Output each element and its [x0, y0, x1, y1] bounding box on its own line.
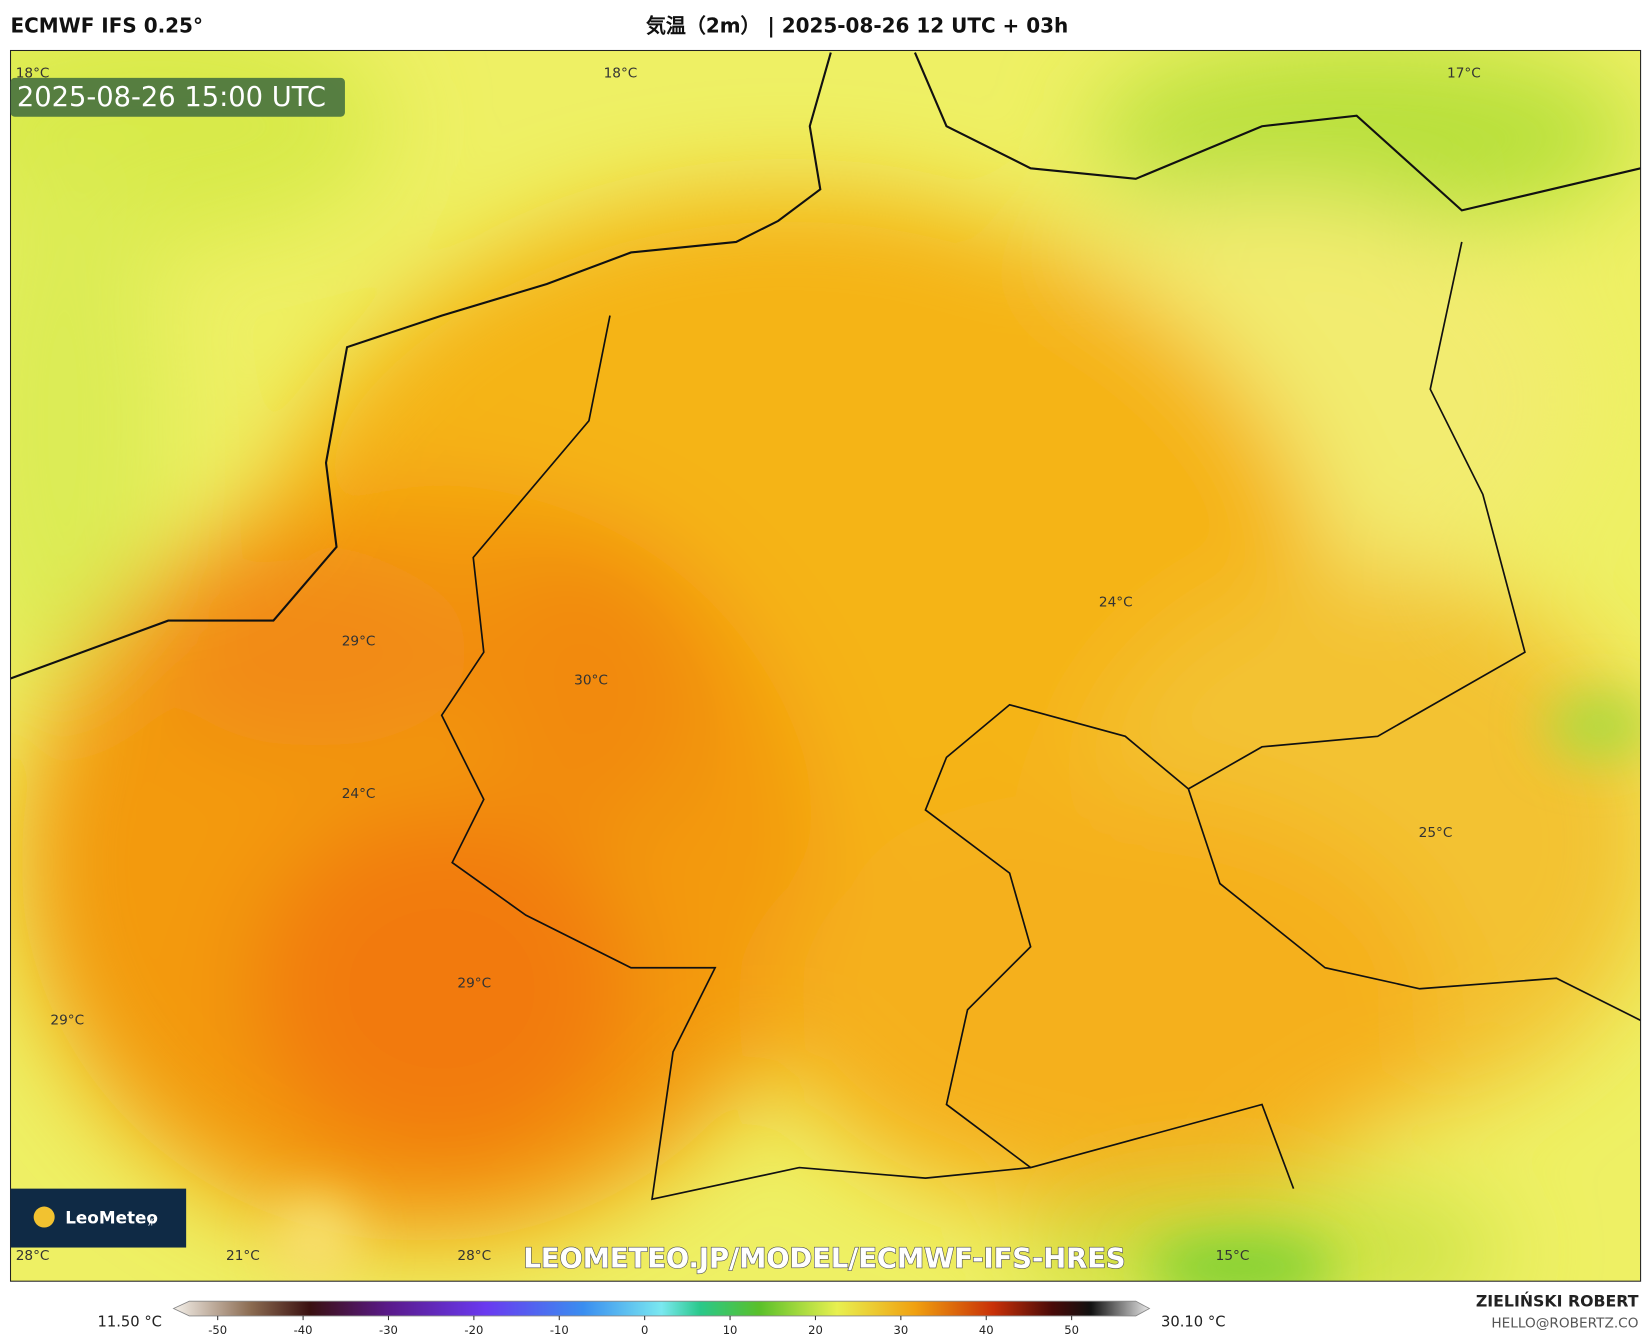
- logo-text: LeoMeteo: [65, 1207, 158, 1227]
- contour-label: 18°C: [16, 66, 50, 82]
- colorbar-tick-label: 0: [641, 1323, 648, 1337]
- watermark: LEOMETEO.JP/MODEL/ECMWF-IFS-HRES: [523, 1244, 1125, 1275]
- colorbar-ticks: -50 -40 -30 -20 -10 0 10 20 30 40 50: [208, 1315, 1079, 1337]
- contour-label: 17°C: [1447, 66, 1481, 82]
- model-name: ECMWF IFS 0.25°: [11, 14, 203, 38]
- colorbar-tick-label: -20: [464, 1323, 483, 1337]
- contour-label: 15°C: [1216, 1248, 1250, 1264]
- colorbar-tick-label: 40: [979, 1323, 994, 1337]
- contour-label: 24°C: [342, 786, 376, 802]
- colorbar-tick-label: 50: [1064, 1323, 1079, 1337]
- contour-label: 29°C: [50, 1012, 84, 1028]
- timestamp: 2025-08-26 15:00 UTC: [17, 82, 326, 113]
- contour-label: 24°C: [1099, 595, 1133, 611]
- contour-label: 30°C: [574, 673, 608, 689]
- chart-title: 気温（2m） | 2025-08-26 12 UTC + 03h: [646, 14, 1068, 38]
- contour-label: 18°C: [604, 66, 638, 82]
- colorbar: [172, 1300, 1151, 1317]
- colorbar-tick-label: 20: [808, 1323, 823, 1337]
- email: HELLO@ROBERTZ.CO: [1491, 1315, 1638, 1331]
- contour-label: 21°C: [226, 1248, 260, 1264]
- map-frame: [9, 49, 1642, 1282]
- temperature-field: [10, 50, 1641, 1282]
- contour-label: 28°C: [16, 1248, 50, 1264]
- borders: [440, 241, 1641, 1201]
- contour-label: 28°C: [457, 1248, 491, 1264]
- colorbar-tick-label: -10: [550, 1323, 569, 1337]
- logo-sun: [33, 1206, 55, 1228]
- coastline: [10, 52, 1641, 680]
- colorbar-tick-label: -50: [208, 1323, 227, 1337]
- contour-label: 29°C: [342, 634, 376, 650]
- min-value: 11.50 °C: [98, 1313, 162, 1330]
- colorbar-tick-label: -40: [294, 1323, 313, 1337]
- contour-label: 25°C: [1419, 825, 1453, 841]
- max-value: 30.10 °C: [1161, 1313, 1225, 1330]
- logo-suffix: jp: [147, 1215, 156, 1225]
- colorbar-tick-label: 10: [723, 1323, 738, 1337]
- contour-labels: 18°C 18°C 17°C 29°C 30°C 24°C 24°C 25°C 29°C 29°C…: [16, 66, 1481, 1264]
- colorbar-tick-label: -30: [379, 1323, 398, 1337]
- map: [10, 50, 1641, 1282]
- colorbar-tick-label: 30: [893, 1323, 908, 1337]
- contour-label: 29°C: [457, 976, 491, 992]
- author: ZIELIŃSKI ROBERT: [1476, 1291, 1639, 1310]
- timestamp-box: [10, 77, 345, 117]
